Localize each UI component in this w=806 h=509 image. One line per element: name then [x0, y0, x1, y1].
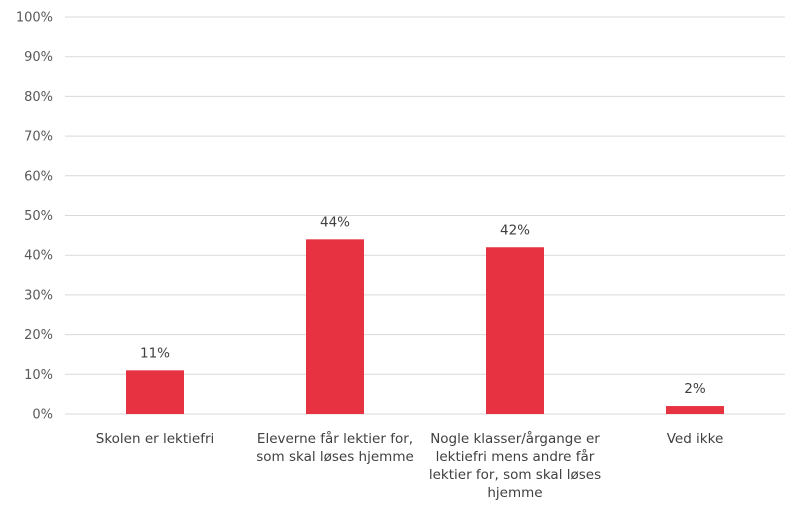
- bar: [306, 239, 364, 414]
- bar: [666, 406, 724, 414]
- y-tick-label: 70%: [24, 130, 53, 145]
- y-axis-tick-labels: 0% 10% 20% 30% 40% 50% 60% 70% 80% 90% 100%: [16, 11, 53, 423]
- data-label: 11%: [140, 345, 170, 361]
- bar: [126, 370, 184, 414]
- x-axis-category-labels: Skolen er lektiefri Eleverne får lektier …: [96, 430, 724, 501]
- gridlines: [65, 16, 785, 415]
- category-label: Skolen er lektiefri: [96, 431, 215, 447]
- y-tick-label: 20%: [24, 328, 53, 343]
- y-tick-label: 30%: [24, 288, 53, 303]
- category-label: Nogle klasser/årgange er lektiefri mens a…: [429, 430, 601, 501]
- y-tick-label: 0%: [32, 408, 53, 423]
- category-label: Ved ikke: [667, 431, 724, 447]
- y-tick-label: 60%: [24, 169, 53, 184]
- bar: [486, 247, 544, 414]
- bars: [126, 239, 724, 414]
- y-tick-label: 90%: [24, 50, 53, 65]
- data-labels: 11% 44% 42% 2%: [140, 214, 706, 397]
- y-tick-label: 40%: [24, 249, 53, 264]
- category-label: Eleverne får lektier for, som skal løses …: [256, 430, 414, 465]
- data-label: 42%: [500, 222, 530, 238]
- y-tick-label: 100%: [16, 11, 53, 26]
- data-label: 2%: [684, 381, 706, 397]
- data-label: 44%: [320, 214, 350, 230]
- y-tick-label: 50%: [24, 209, 53, 224]
- y-tick-label: 80%: [24, 90, 53, 105]
- y-tick-label: 10%: [24, 368, 53, 383]
